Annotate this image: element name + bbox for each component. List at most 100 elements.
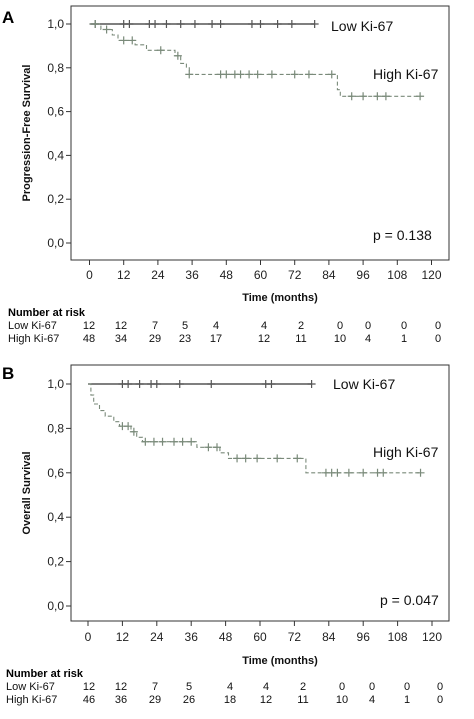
risk-cell: 5 [186,681,192,693]
censor-mark [379,468,388,477]
y-tick-label: 0,0 [47,236,64,250]
censor-mark [233,454,242,463]
p-value: p = 0.047 [380,592,439,608]
series-label-low: Low Ki-67 [333,376,395,392]
y-tick-label: 0,8 [47,61,64,75]
x-axis-title: Time (months) [242,292,318,304]
censor-mark [273,454,282,463]
censor-mark [273,20,282,28]
risk-cell: 48 [83,333,95,345]
risk-cell: 0 [369,681,375,693]
censor-mark [293,454,302,463]
censor-mark [207,380,216,388]
censor-mark [241,454,250,463]
risk-cell: 34 [115,333,127,345]
panel-a: A0,00,20,40,60,81,00 12 24 36 48 60 72 84 96 108 1… [2,5,450,345]
series-high-ki67 [88,383,425,477]
censor-mark [170,437,178,446]
censor-mark [216,20,225,28]
censor-mark [204,443,213,452]
y-tick-label: 0,6 [47,466,64,480]
x-tick-label: 120 [422,630,442,644]
risk-cell: 12 [83,681,95,693]
risk-cell: 12 [260,694,272,706]
censor-mark [208,20,217,28]
censor-mark [267,70,276,79]
risk-cell: 18 [224,694,236,706]
risk-cell: 5 [182,320,188,332]
risk-cell: 0 [365,320,371,332]
y-axis-title: Overall Survival [21,451,33,534]
risk-cell: 2 [300,681,306,693]
y-tick-label: 0,8 [47,421,64,435]
censor-mark [129,427,138,436]
censor-mark [256,20,265,28]
censor-mark [416,92,425,101]
x-tick-label: 108 [388,630,408,644]
risk-cell: 4 [263,681,269,693]
risk-cell: 4 [369,694,375,706]
censor-mark [381,92,390,101]
censor-mark [310,20,319,28]
censor-mark [173,51,182,60]
risk-cell: 0 [401,320,407,332]
x-tick-label: 0 [85,630,92,644]
risk-cell: 0 [437,694,443,706]
x-axis-title: Time (months) [242,655,318,667]
y-tick-label: 0,2 [47,192,64,206]
x-tick-label: 36 [185,630,199,644]
panel-letter: B [2,364,14,383]
censor-mark [344,468,353,477]
risk-cell: 12 [115,320,127,332]
risk-cell: 0 [339,681,345,693]
censor-mark [141,437,150,446]
risk-cell: 4 [261,320,267,332]
x-tick-label: 96 [356,268,370,282]
censor-mark [185,70,194,79]
censor-mark [175,380,184,388]
risk-cell: 1 [401,333,407,345]
x-tick-label: 72 [288,268,302,282]
y-tick-label: 1,0 [47,17,64,31]
censor-mark [359,468,368,477]
censor-mark [178,437,187,446]
risk-cell: 7 [152,320,158,332]
censor-mark [187,437,196,446]
censor-mark [245,70,254,79]
censor-mark [125,20,134,28]
risk-cell: 46 [83,694,95,706]
y-tick-label: 0,2 [47,555,64,569]
x-tick-label: 96 [357,630,371,644]
censor-mark [304,70,313,79]
censor-mark [253,454,262,463]
risk-cell: 29 [149,694,161,706]
x-tick-label: 120 [421,268,441,282]
risk-table-title: Number at risk [8,307,86,319]
risk-table-title: Number at risk [6,668,84,680]
risk-cell: 11 [295,333,306,345]
censor-mark [162,20,171,28]
censor-mark [236,70,245,79]
risk-cell: 0 [337,320,343,332]
censor-mark [290,70,299,79]
series-low-ki67 [89,20,319,28]
censor-mark [151,20,160,28]
censor-mark [158,437,167,446]
risk-row-label: Low Ki-67 [8,320,57,332]
plot-frame [70,5,450,261]
risk-cell: 12 [258,333,270,345]
censor-mark [222,70,231,79]
censor-mark [287,20,296,28]
risk-cell: 4 [365,333,371,345]
censor-mark [124,422,133,431]
risk-cell: 4 [213,320,219,332]
censor-mark [347,92,356,101]
risk-cell: 0 [435,333,441,345]
y-tick-label: 0,0 [47,599,64,613]
risk-cell: 12 [83,320,95,332]
y-tick-label: 0,4 [47,510,64,524]
risk-cell: 0 [437,681,443,693]
risk-cell: 2 [298,320,304,332]
censor-mark [333,468,342,477]
